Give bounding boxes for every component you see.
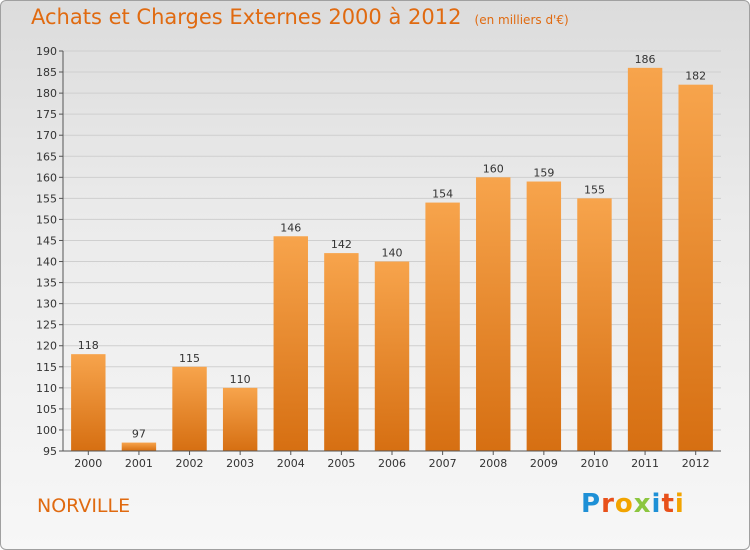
y-tick-label: 190	[36, 45, 57, 58]
y-tick-label: 145	[36, 234, 57, 247]
x-tick-label: 2011	[631, 457, 659, 470]
y-tick-label: 155	[36, 192, 57, 205]
bar	[577, 198, 612, 451]
bar	[273, 236, 308, 451]
x-tick-label: 2010	[580, 457, 608, 470]
x-tick-label: 2006	[378, 457, 406, 470]
y-tick-label: 95	[43, 445, 57, 458]
bar	[172, 366, 207, 451]
y-tick-label: 170	[36, 129, 57, 142]
x-tick-label: 2008	[479, 457, 507, 470]
bar-value-label: 142	[331, 238, 352, 251]
y-tick-label: 140	[36, 256, 57, 269]
bars: 118 97 115 110 146 142 140 154 160 159 155 186 182	[71, 53, 713, 452]
bar-value-label: 115	[179, 352, 200, 365]
logo-letter: r	[601, 489, 615, 519]
bar-value-label: 118	[78, 339, 99, 352]
bar	[425, 202, 460, 451]
bar	[71, 354, 106, 451]
x-tick-label: 2009	[530, 457, 558, 470]
logo-letter: i	[651, 489, 662, 519]
bar	[324, 253, 359, 451]
bar-value-label: 182	[685, 70, 706, 83]
bar	[476, 177, 511, 451]
bar-value-label: 159	[533, 167, 554, 180]
bar	[121, 442, 157, 451]
y-tick-label: 125	[36, 319, 57, 332]
logo-letter: o	[614, 489, 634, 519]
commune-name: NORVILLE	[37, 495, 131, 517]
logo-letter: t	[661, 489, 675, 519]
bar	[526, 181, 562, 452]
bar-value-label: 186	[635, 53, 656, 66]
y-tick-label: 105	[36, 403, 57, 416]
bar	[678, 84, 713, 452]
x-tick-label: 2012	[682, 457, 710, 470]
y-tick-label: 175	[36, 108, 57, 121]
bar-value-label: 154	[432, 188, 453, 201]
title-text: Achats et Charges Externes 2000 à 2012	[31, 5, 462, 29]
chart-title: Achats et Charges Externes 2000 à 2012 (…	[31, 5, 569, 29]
bar	[374, 261, 410, 451]
y-tick-label: 135	[36, 277, 57, 290]
logo-letter: P	[581, 489, 602, 519]
proxiti-logo: Proxiti	[581, 489, 685, 519]
bar-value-label: 110	[230, 373, 251, 386]
bar	[222, 387, 258, 451]
x-tick-label: 2005	[327, 457, 355, 470]
unit-text: (en milliers d'€)	[474, 13, 569, 27]
logo-letter: i	[674, 489, 685, 519]
y-tick-label: 150	[36, 213, 57, 226]
x-tick-label: 2004	[277, 457, 305, 470]
y-tick-label: 115	[36, 361, 57, 374]
y-tick-label: 120	[36, 340, 57, 353]
y-tick-label: 130	[36, 298, 57, 311]
bar-value-label: 140	[382, 247, 403, 260]
y-tick-label: 185	[36, 66, 57, 79]
bar-value-label: 146	[280, 221, 301, 234]
x-tick-label: 2002	[176, 457, 204, 470]
y-tick-label: 180	[36, 87, 57, 100]
y-tick-label: 160	[36, 171, 57, 184]
bar-value-label: 155	[584, 183, 605, 196]
x-tick-label: 2001	[125, 457, 153, 470]
x-tick-label: 2007	[429, 457, 457, 470]
y-tick-label: 100	[36, 424, 57, 437]
y-tick-label: 110	[36, 382, 57, 395]
axes: 95 100 105 110 115 120 125 130 135 140 145 150 155 16…	[36, 45, 721, 470]
bar-value-label: 97	[132, 428, 146, 441]
bar	[627, 67, 663, 451]
logo-letter: x	[633, 489, 652, 519]
y-tick-label: 165	[36, 150, 57, 163]
x-tick-label: 2003	[226, 457, 254, 470]
bar-value-label: 160	[483, 162, 504, 175]
x-tick-label: 2000	[74, 457, 102, 470]
